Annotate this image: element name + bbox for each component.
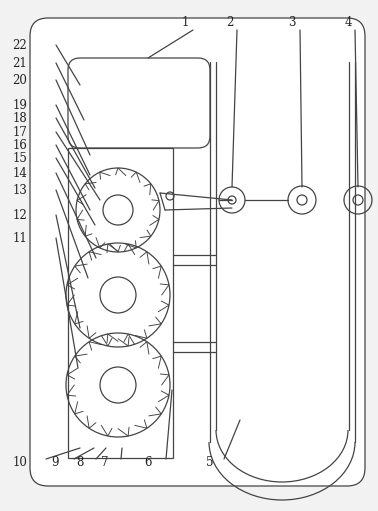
Text: 4: 4 [344,15,352,29]
Text: 1: 1 [181,15,189,29]
Text: 9: 9 [51,456,59,470]
Text: 19: 19 [12,99,28,111]
Text: 7: 7 [101,456,109,470]
Text: 8: 8 [76,456,84,470]
Text: 2: 2 [226,15,234,29]
Text: 18: 18 [12,111,27,125]
Text: 20: 20 [12,74,28,86]
Text: 16: 16 [12,138,28,151]
Text: 5: 5 [206,456,214,470]
Text: 11: 11 [12,231,27,244]
Text: 17: 17 [12,126,28,138]
Text: 12: 12 [12,208,27,221]
FancyBboxPatch shape [30,18,365,486]
Text: 10: 10 [12,456,28,470]
Text: 21: 21 [12,57,27,69]
Bar [68,148,173,458]
Text: 22: 22 [12,38,27,52]
Text: 6: 6 [144,456,152,470]
Text: 13: 13 [12,183,28,197]
Text: 14: 14 [12,167,28,179]
Text: 3: 3 [288,15,296,29]
Text: 15: 15 [12,151,28,165]
